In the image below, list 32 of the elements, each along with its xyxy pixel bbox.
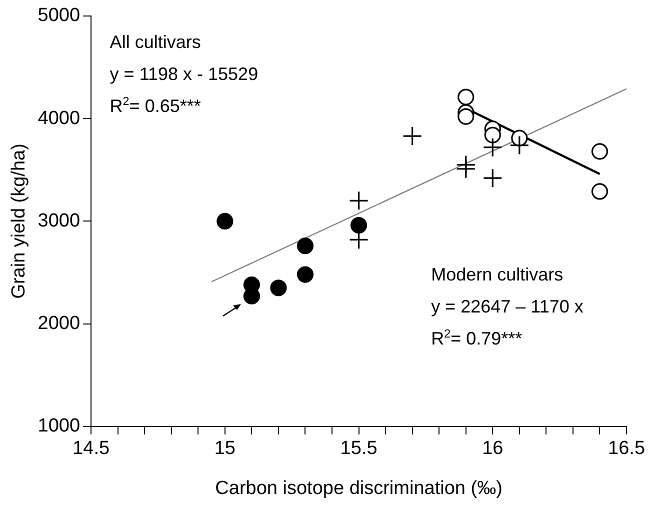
y-axis-title: Grain yield (kg/ha) xyxy=(8,144,30,299)
x-tick-label: 16.5 xyxy=(608,438,645,460)
point xyxy=(482,168,502,188)
point xyxy=(591,183,608,200)
y-tick-label: 4000 xyxy=(38,108,80,129)
point xyxy=(458,88,474,106)
point xyxy=(456,159,476,179)
y-tick-label: 5000 xyxy=(38,5,80,26)
x-tick-label: 14.5 xyxy=(72,438,110,460)
y-tick-label: 1000 xyxy=(38,416,80,437)
point xyxy=(296,266,314,283)
point xyxy=(458,108,474,125)
x-axis-title: Carbon isotope discrimination (‰) xyxy=(215,478,502,499)
point xyxy=(591,143,608,160)
point xyxy=(510,135,530,156)
point xyxy=(216,212,234,230)
point xyxy=(296,238,314,254)
x-tick-label: 15.5 xyxy=(340,438,378,460)
y-tick-label: 2000 xyxy=(38,313,80,334)
annotation: All cultivars xyxy=(110,32,201,52)
annotation: y = 1198 x - 15529 xyxy=(110,64,258,84)
annotation: y = 22647 – 1170 x xyxy=(431,296,584,317)
x-tick-label: 16 xyxy=(482,438,504,460)
point xyxy=(348,190,369,210)
point xyxy=(350,217,368,234)
point xyxy=(482,138,502,158)
point xyxy=(270,280,287,296)
annotation: Modern cultivars xyxy=(431,264,564,285)
point xyxy=(402,126,422,146)
y-tick-label: 3000 xyxy=(38,210,80,232)
point xyxy=(484,126,501,144)
x-tick-label: 15 xyxy=(214,438,236,460)
